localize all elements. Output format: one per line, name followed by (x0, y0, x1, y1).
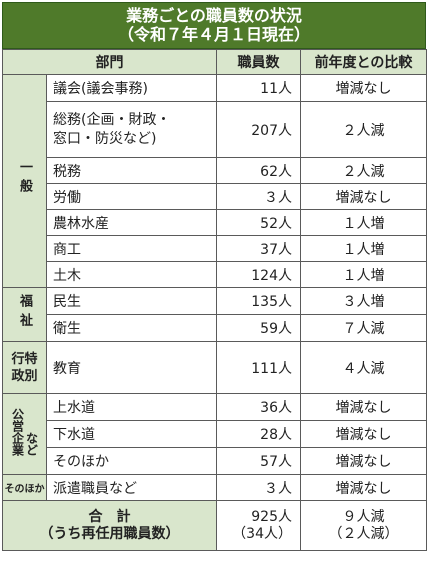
count-cell: ３人 (216, 474, 301, 501)
count-cell: 57人 (216, 447, 301, 475)
header-compare: 前年度との比較 (300, 49, 427, 75)
table-row: 下水道 28人 増減なし (3, 420, 427, 448)
dept-cell: 派遣職員など (46, 474, 217, 501)
dept-cell: 税務 (46, 157, 217, 184)
dept-cell: 土木 (46, 261, 217, 288)
count-cell: 62人 (216, 157, 301, 184)
table-row: 公営企業など 上水道 36人 増減なし (2, 393, 427, 475)
total-diff: ９人減 （２人減） (300, 500, 427, 551)
count-cell: 37人 (216, 235, 301, 262)
diff-cell: １人増 (300, 261, 427, 288)
table-row: 一般 議会(議会事務) 11人 増減なし (2, 74, 427, 288)
count-cell: 111人 (216, 341, 301, 394)
diff-cell: ２人減 (300, 101, 427, 158)
diff-cell: 増減なし (300, 74, 427, 102)
table-row: そのほか 派遣職員など ３人 増減なし (2, 474, 427, 501)
count-cell: 124人 (216, 261, 301, 288)
diff-cell: １人増 (300, 209, 427, 236)
table-title: 業務ごとの職員数の状況 （令和７年４月１日現在） (2, 2, 426, 49)
header-row: 部門 職員数 前年度との比較 (2, 49, 427, 75)
count-cell: 11人 (216, 74, 301, 102)
count-cell: 59人 (216, 314, 301, 342)
header-staff: 職員数 (216, 49, 301, 75)
diff-cell: ２人減 (300, 157, 427, 184)
table-row: 労働 ３人 増減なし (3, 183, 427, 210)
diff-cell: 増減なし (300, 393, 427, 421)
staff-table: 部門 職員数 前年度との比較 一般 議会(議会事務) 11人 増減なし 総務(企… (2, 49, 427, 551)
count-cell: 52人 (216, 209, 301, 236)
table-row: 行特 政別 教育 111人 ４人減 (2, 341, 427, 394)
title-line-2: （令和７年４月１日現在） (117, 25, 310, 44)
total-row: 合 計（うち再任用職員数） 925人 （34人） ９人減 （２人減） (2, 500, 427, 551)
table-row: 福祉 民生 135人 ３人増 (2, 287, 427, 342)
dept-cell: 教育 (46, 341, 217, 394)
title-line-1: 業務ごとの職員数の状況 (126, 6, 302, 25)
table-row: 税務 62人 ２人減 (3, 157, 427, 184)
dept-cell: 上水道 (46, 393, 217, 421)
dept-cell: 議会(議会事務) (46, 74, 217, 102)
table-row: そのほか 57人 増減なし (3, 447, 427, 475)
dept-cell: 商工 (46, 235, 217, 262)
staff-table-container: 業務ごとの職員数の状況 （令和７年４月１日現在） 部門 職員数 前年度との比較 … (2, 2, 427, 551)
group-general: 一般 (2, 74, 47, 288)
dept-cell: 総務(企画・財政・ 窓口・防災など) (46, 101, 217, 158)
count-cell: 36人 (216, 393, 301, 421)
diff-cell: 増減なし (300, 474, 427, 501)
header-dept: 部門 (2, 49, 217, 75)
dept-cell: そのほか (46, 447, 217, 475)
dept-cell: 衛生 (46, 314, 217, 342)
dept-cell: 労働 (46, 183, 217, 210)
count-cell: ３人 (216, 183, 301, 210)
diff-cell: 増減なし (300, 420, 427, 448)
count-cell: 135人 (216, 287, 301, 315)
diff-cell: １人増 (300, 235, 427, 262)
dept-cell: 下水道 (46, 420, 217, 448)
group-admin: 行特 政別 (2, 341, 47, 394)
count-cell: 28人 (216, 420, 301, 448)
total-count: 925人 （34人） (216, 500, 301, 551)
table-row: 商工 37人 １人増 (3, 235, 427, 262)
dept-cell: 民生 (46, 287, 217, 315)
table-row: 土木 124人 １人増 (3, 261, 427, 288)
group-other: そのほか (2, 474, 47, 501)
dept-cell: 農林水産 (46, 209, 217, 236)
diff-cell: ４人減 (300, 341, 427, 394)
table-row: 衛生 59人 ７人減 (3, 314, 427, 342)
diff-cell: 増減なし (300, 183, 427, 210)
group-enterprise: 公営企業など (2, 393, 47, 475)
diff-cell: ３人増 (300, 287, 427, 315)
group-welfare: 福祉 (2, 287, 47, 342)
count-cell: 207人 (216, 101, 301, 158)
table-row: 農林水産 52人 １人増 (3, 209, 427, 236)
diff-cell: ７人減 (300, 314, 427, 342)
table-row: 総務(企画・財政・ 窓口・防災など) 207人 ２人減 (3, 101, 427, 158)
total-label: 合 計（うち再任用職員数） (2, 500, 217, 551)
diff-cell: 増減なし (300, 447, 427, 475)
